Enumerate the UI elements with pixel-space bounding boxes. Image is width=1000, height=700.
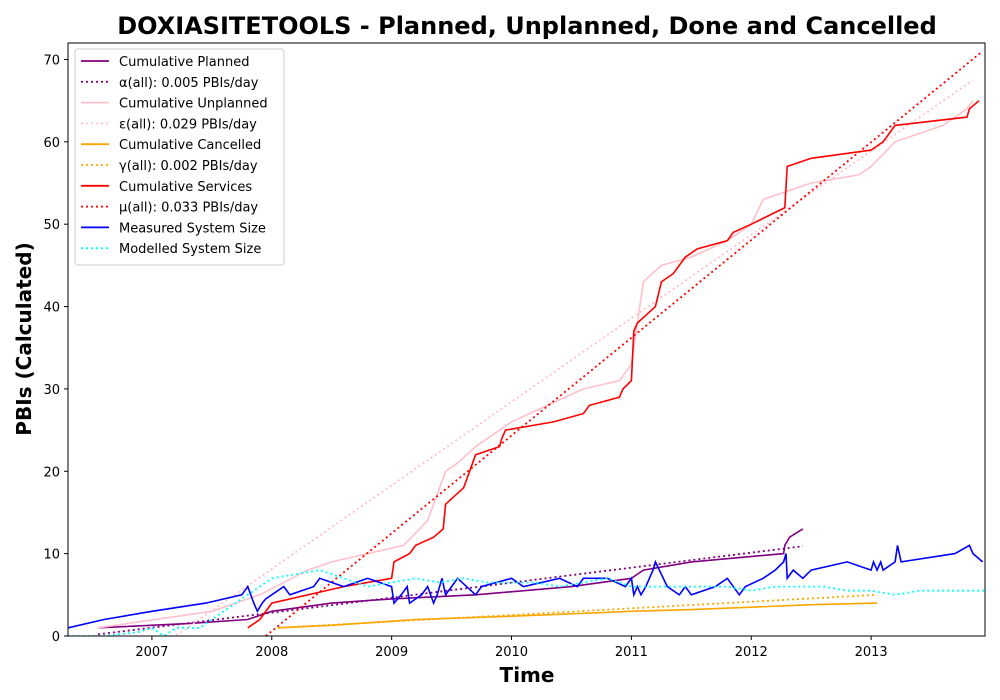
plot-frame (67, 42, 986, 637)
series-line-3 (173, 79, 974, 636)
y-tick-label: 20 (43, 465, 60, 480)
legend-label-9: Modelled System Size (119, 242, 261, 257)
y-tick-label: 40 (43, 301, 60, 316)
series-line-4 (277, 602, 878, 629)
x-tick-label: 2010 (495, 645, 528, 660)
legend-label-8: Measured System Size (119, 221, 266, 236)
x-tick-label: 2007 (135, 645, 168, 660)
legend-label-6: Cumulative Services (119, 180, 252, 195)
y-tick-label: 50 (43, 218, 60, 233)
series-line-2 (97, 100, 974, 629)
plot-area (68, 50, 985, 636)
legend-label-4: Cumulative Cancelled (119, 138, 261, 153)
x-tick-label: 2009 (375, 645, 408, 660)
y-tick-label: 10 (43, 548, 60, 563)
legend-label-5: γ(all): 0.002 PBIs/day (119, 159, 258, 174)
chart-title: DOXIASITETOOLS - Planned, Unplanned, Don… (117, 12, 937, 40)
legend: Cumulative Planned α(all): 0.005 PBIs/day… (74, 48, 285, 266)
series-line-5 (277, 593, 878, 629)
series-line-8 (68, 544, 984, 629)
x-axis-title: Time (500, 663, 555, 687)
x-tick-label: 2011 (615, 645, 648, 660)
y-tick-label: 70 (43, 53, 60, 68)
series-line-6 (247, 100, 980, 629)
y-axis-title: PBIs (Calculated) (12, 242, 36, 435)
x-tick-label: 2012 (735, 645, 768, 660)
legend-label-2: Cumulative Unplanned (119, 97, 268, 112)
y-tick-label: 0 (52, 630, 60, 645)
x-tick-label: 2008 (255, 645, 288, 660)
y-tick-label: 60 (43, 136, 60, 151)
legend-label-1: α(all): 0.005 PBIs/day (119, 76, 259, 91)
axes: 2007 2008 2009 2010 2011 2012 2013 0 10 20 30 40 50 6… (43, 42, 986, 660)
x-tick-label: 2013 (855, 645, 888, 660)
series-line-1 (97, 545, 803, 636)
series-line-7 (265, 50, 984, 636)
legend-box (74, 48, 285, 266)
legend-label-7: μ(all): 0.033 PBIs/day (119, 201, 258, 216)
legend-label-3: ε(all): 0.029 PBIs/day (119, 117, 257, 132)
y-tick-label: 30 (43, 383, 60, 398)
legend-label-0: Cumulative Planned (119, 55, 249, 70)
